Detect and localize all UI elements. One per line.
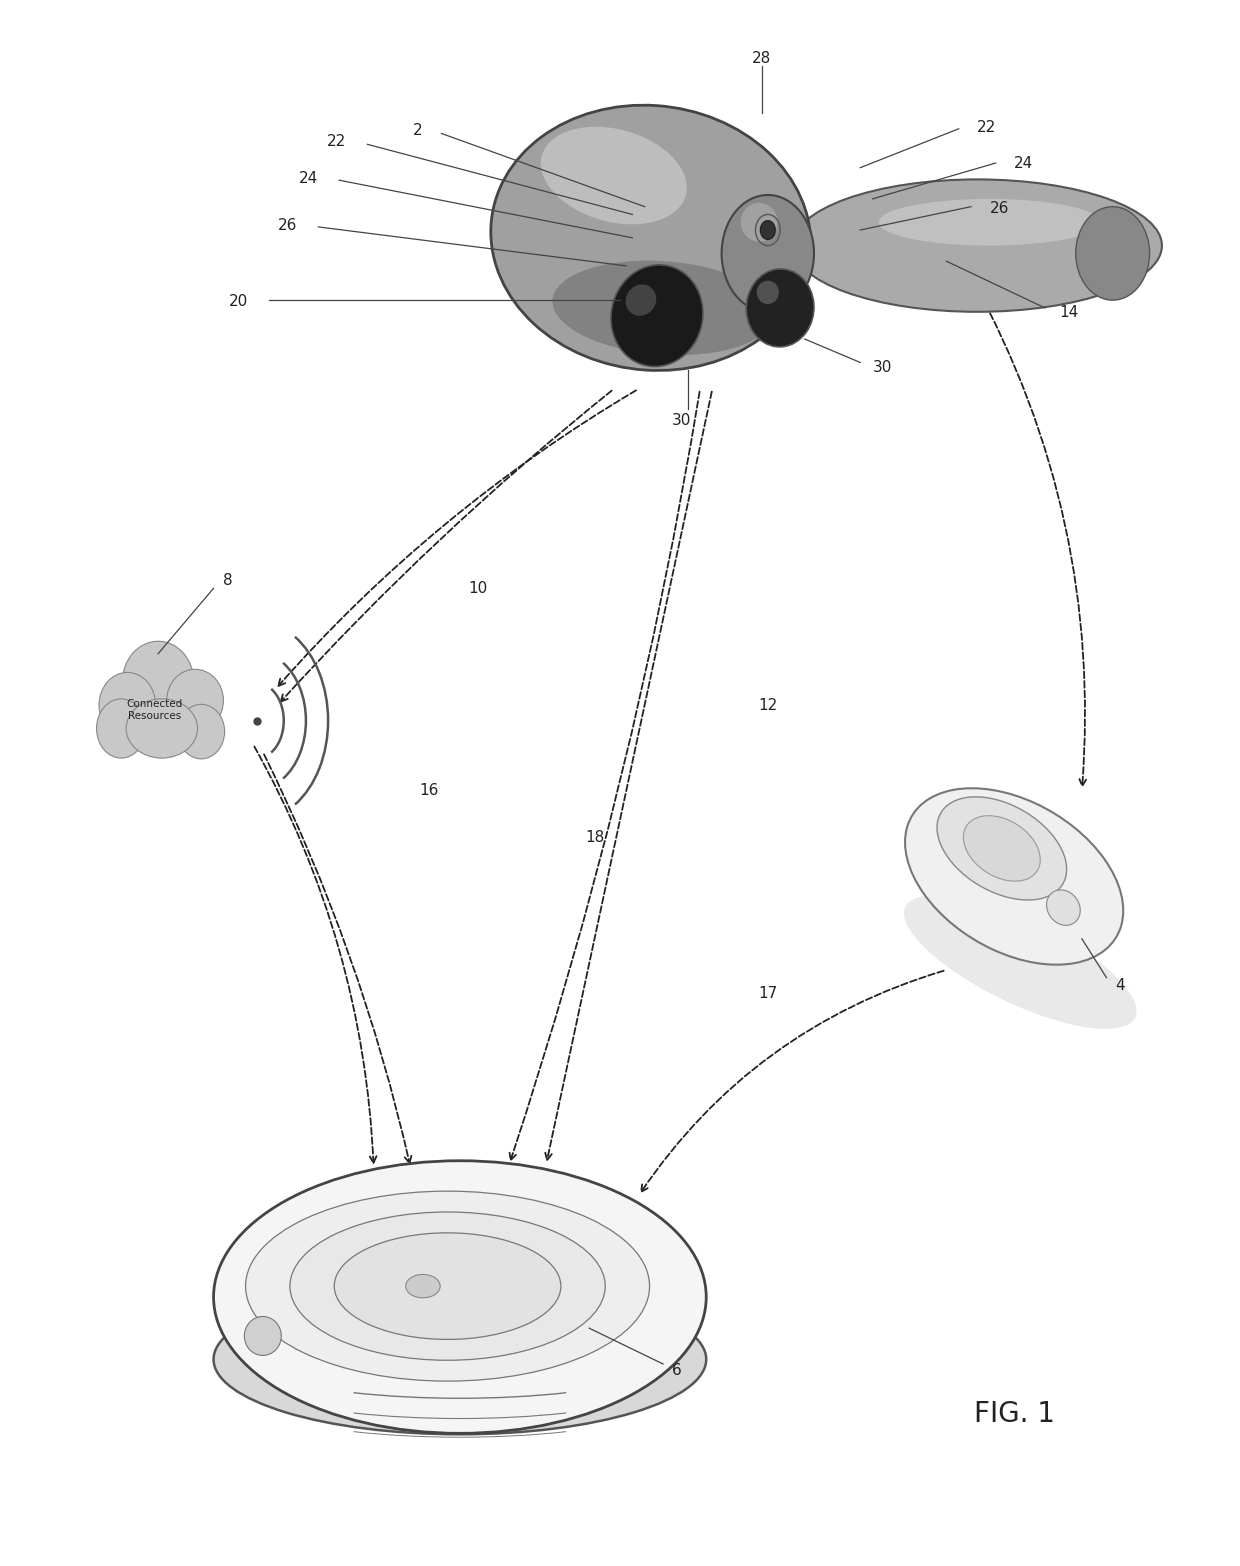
Ellipse shape [405,1275,440,1298]
Ellipse shape [963,816,1040,882]
Ellipse shape [722,196,813,312]
Ellipse shape [213,1284,707,1434]
Text: 30: 30 [672,412,691,428]
Text: 30: 30 [873,360,892,374]
Ellipse shape [552,260,774,355]
Text: 26: 26 [278,218,298,233]
Ellipse shape [740,202,777,241]
Ellipse shape [123,640,193,722]
Ellipse shape [937,797,1066,900]
Ellipse shape [746,269,813,348]
Text: 16: 16 [419,783,439,799]
Ellipse shape [244,1317,281,1356]
Text: 2: 2 [413,122,423,138]
Text: 24: 24 [299,171,319,186]
Ellipse shape [541,127,687,224]
Text: 28: 28 [751,52,771,66]
Ellipse shape [611,265,703,366]
Text: 26: 26 [990,200,1009,216]
Text: 12: 12 [758,697,777,713]
Ellipse shape [99,672,156,738]
Ellipse shape [756,280,779,304]
Text: 14: 14 [1060,305,1079,319]
Text: 24: 24 [1014,155,1033,171]
Ellipse shape [177,705,224,760]
Ellipse shape [213,1160,707,1433]
Text: 8: 8 [223,573,233,587]
Text: Connected
Resources: Connected Resources [126,698,182,720]
Ellipse shape [1076,207,1149,301]
Ellipse shape [760,221,775,240]
Text: FIG. 1: FIG. 1 [973,1400,1055,1428]
Ellipse shape [879,199,1100,246]
Text: 4: 4 [1115,979,1125,993]
Ellipse shape [335,1232,560,1339]
Ellipse shape [904,896,1137,1029]
Ellipse shape [1047,889,1080,926]
Ellipse shape [905,788,1123,965]
Ellipse shape [290,1212,605,1361]
Ellipse shape [166,669,223,731]
Ellipse shape [126,698,197,758]
Text: 22: 22 [327,133,346,149]
Text: 20: 20 [229,294,248,309]
Text: 17: 17 [758,985,777,1001]
Ellipse shape [246,1192,650,1381]
Text: 18: 18 [585,830,605,846]
Ellipse shape [792,180,1162,312]
Text: 10: 10 [469,581,489,595]
Text: 6: 6 [672,1362,682,1378]
Ellipse shape [491,105,811,371]
Ellipse shape [626,285,656,316]
Text: 22: 22 [977,119,997,135]
Ellipse shape [97,698,146,758]
